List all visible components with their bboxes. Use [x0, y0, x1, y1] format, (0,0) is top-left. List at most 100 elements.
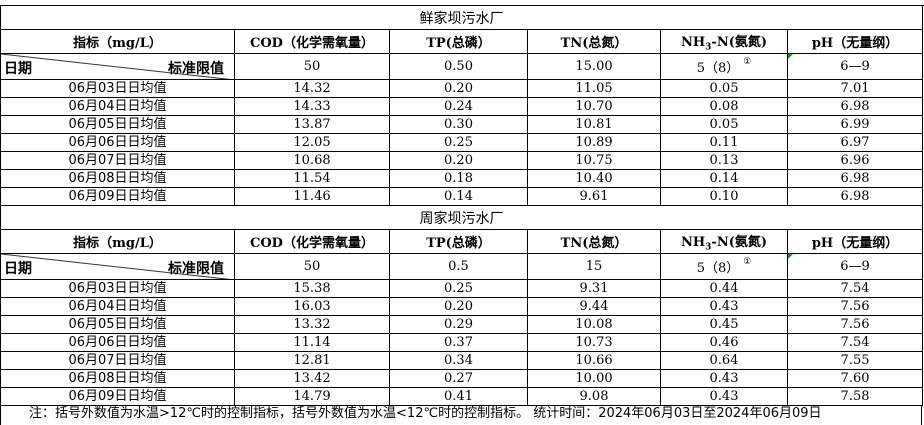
cell-nh3: 0.46: [660, 333, 788, 352]
header-indicator: 指标（mg/L）: [0, 29, 235, 54]
standard-row: 日期 标准限值 50 0.50 15.00 5（8） ① 6—9: [0, 53, 924, 80]
cell-date: 06月06日日均值: [0, 333, 235, 352]
cell-cod: 14.33: [234, 97, 390, 116]
cell-ph: 6.99: [786, 115, 924, 134]
table-row: 06月03日日均值 14.32 0.20 11.05 0.05 7.01: [0, 79, 924, 98]
cell-nh3: 0.43: [660, 387, 788, 406]
cell-ph: 7.54: [786, 333, 924, 352]
cell-ph: 6.98: [786, 97, 924, 116]
footnote: 注：括号外数值为水温>12℃时的控制指标，括号外数值为水温<12℃时的控制指标。…: [0, 405, 922, 425]
cell-nh3: 0.05: [660, 79, 788, 98]
plant-table-2: 周家坝污水厂 指标（mg/L） COD（化学需氧量） TP(总磷） TN(总氮）…: [0, 205, 924, 406]
std-nh3: 5（8） ①: [660, 53, 788, 80]
cell-tn: 10.70: [527, 97, 661, 116]
diagonal-line: [1, 54, 227, 79]
cell-tp: 0.18: [389, 169, 528, 188]
date-label: 日期: [4, 261, 32, 277]
cell-cod: 16.03: [234, 297, 390, 316]
cell-ph: 6.96: [786, 151, 924, 170]
header-cod: COD（化学需氧量）: [234, 229, 390, 254]
cell-date: 06月08日日均值: [0, 369, 235, 388]
cell-tp: 0.14: [389, 187, 528, 206]
cell-tn: 10.73: [527, 333, 661, 352]
cell-tn: 11.05: [527, 79, 661, 98]
table-row: 06月08日日均值 13.42 0.27 10.00 0.43 7.60: [0, 369, 924, 388]
table-row: 06月07日日均值 10.68 0.20 10.75 0.13 6.96: [0, 151, 924, 170]
cell-ph: 7.01: [786, 79, 924, 98]
table-row: 06月09日日均值 14.79 0.41 9.08 0.43 7.58: [0, 387, 924, 406]
cell-tn: 9.61: [527, 187, 661, 206]
cell-tn: 10.66: [527, 351, 661, 370]
header-tn: TN(总氮）: [527, 29, 661, 54]
cell-tp: 0.25: [389, 133, 528, 152]
cell-tp: 0.24: [389, 97, 528, 116]
table-row: 06月05日日均值 13.32 0.29 10.08 0.45 7.56: [0, 315, 924, 334]
std-ph: 6—9: [786, 53, 924, 80]
std-cod: 50: [234, 53, 390, 80]
cell-tp: 0.20: [389, 79, 528, 98]
date-label: 日期: [4, 61, 32, 77]
cell-ph: 7.54: [786, 279, 924, 298]
table-row: 06月08日日均值 11.54 0.18 10.40 0.14 6.98: [0, 169, 924, 188]
plant-table-1: 鲜家坝污水厂 指标（mg/L） COD（化学需氧量） TP(总磷） TN(总氮）…: [0, 5, 924, 206]
cell-date: 06月05日日均值: [0, 315, 235, 334]
cell-tp: 0.37: [389, 333, 528, 352]
std-tn: 15.00: [527, 53, 661, 80]
comment-marker: [788, 54, 793, 59]
cell-nh3: 0.13: [660, 151, 788, 170]
cell-cod: 12.05: [234, 133, 390, 152]
diagonal-line: [1, 254, 227, 279]
plant-title: 周家坝污水厂: [0, 205, 924, 230]
header-tn: TN(总氮）: [527, 229, 661, 254]
cell-tn: 10.81: [527, 115, 661, 134]
standard-row: 日期 标准限值 50 0.5 15 5（8） ① 6—9: [0, 253, 924, 280]
table-row: 06月05日日均值 13.87 0.30 10.81 0.05 6.99: [0, 115, 924, 134]
comment-marker: [788, 254, 793, 259]
cell-date: 06月07日日均值: [0, 351, 235, 370]
cell-tp: 0.34: [389, 351, 528, 370]
standard-label: 标准限值: [168, 61, 224, 77]
table-row: 06月03日日均值 15.38 0.25 9.31 0.44 7.54: [0, 279, 924, 298]
cell-tp: 0.27: [389, 369, 528, 388]
std-cod: 50: [234, 253, 390, 280]
cell-tp: 0.30: [389, 115, 528, 134]
cell-cod: 13.32: [234, 315, 390, 334]
header-tp: TP(总磷）: [389, 29, 528, 54]
header-tp: TP(总磷）: [389, 229, 528, 254]
header-ph: pH（无量纲）: [786, 29, 924, 54]
cell-ph: 7.55: [786, 351, 924, 370]
cell-tp: 0.25: [389, 279, 528, 298]
cell-tn: 10.40: [527, 169, 661, 188]
table-row: 06月06日日均值 12.05 0.25 10.89 0.11 6.97: [0, 133, 924, 152]
table-row: 06月04日日均值 14.33 0.24 10.70 0.08 6.98: [0, 97, 924, 116]
standard-label: 标准限值: [168, 261, 224, 277]
cell-cod: 13.42: [234, 369, 390, 388]
std-tp: 0.5: [389, 253, 528, 280]
cell-cod: 10.68: [234, 151, 390, 170]
header-cod: COD（化学需氧量）: [234, 29, 390, 54]
cell-cod: 15.38: [234, 279, 390, 298]
cell-nh3: 0.43: [660, 369, 788, 388]
header-ph: pH（无量纲）: [786, 229, 924, 254]
cell-cod: 11.14: [234, 333, 390, 352]
cell-date: 06月04日日均值: [0, 97, 235, 116]
table-row: 06月07日日均值 12.81 0.34 10.66 0.64 7.55: [0, 351, 924, 370]
cell-tn: 10.08: [527, 315, 661, 334]
cell-tn: 9.31: [527, 279, 661, 298]
cell-nh3: 0.44: [660, 279, 788, 298]
cell-date: 06月05日日均值: [0, 115, 235, 134]
plant-title: 鲜家坝污水厂: [0, 5, 924, 30]
std-nh3: 5（8） ①: [660, 253, 788, 280]
std-ph: 6—9: [786, 253, 924, 280]
cell-nh3: 0.64: [660, 351, 788, 370]
header-row: 指标（mg/L） COD（化学需氧量） TP(总磷） TN(总氮） NH3-N(…: [0, 229, 924, 254]
table-row: 06月06日日均值 11.14 0.37 10.73 0.46 7.54: [0, 333, 924, 352]
header-nh3: NH3-N(氨氮): [660, 29, 788, 54]
footnote-mark: ①: [743, 257, 752, 267]
cell-cod: 11.46: [234, 187, 390, 206]
cell-ph: 7.56: [786, 297, 924, 316]
cell-date: 06月07日日均值: [0, 151, 235, 170]
cell-cod: 12.81: [234, 351, 390, 370]
cell-date: 06月06日日均值: [0, 133, 235, 152]
cell-cod: 11.54: [234, 169, 390, 188]
